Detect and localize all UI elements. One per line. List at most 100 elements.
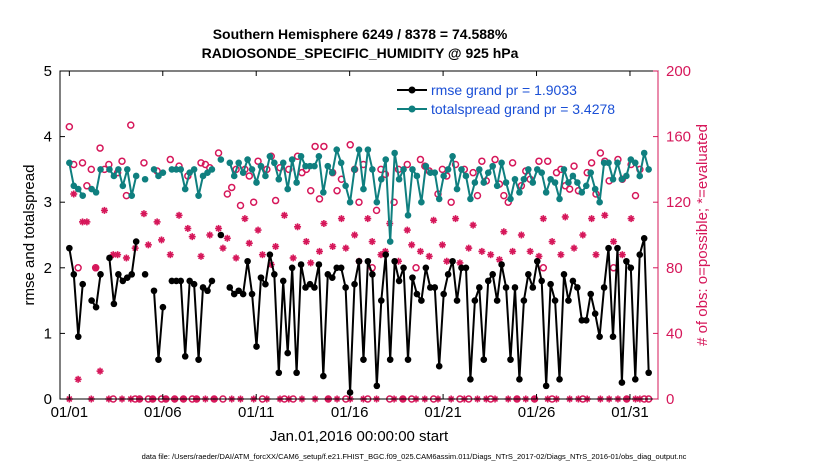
totalspread-point	[92, 189, 100, 196]
possible-obs-marker	[227, 183, 236, 192]
evaluated-obs-marker	[219, 244, 227, 252]
rmse-point	[418, 297, 425, 304]
legend-totalspread-marker	[408, 105, 416, 113]
evaluated-obs-marker	[478, 247, 486, 255]
possible-obs-marker	[473, 191, 482, 200]
possible-obs-marker	[311, 142, 319, 151]
rmse-point	[244, 257, 251, 265]
legend-rmse-marker	[408, 86, 416, 94]
totalspread-point	[230, 172, 238, 180]
rmse-point	[569, 277, 577, 285]
evaluated-obs-marker	[254, 226, 262, 234]
evaluated-obs-marker	[539, 215, 547, 223]
y-tick-label-right: 80	[666, 260, 683, 277]
rmse-point	[279, 277, 287, 285]
totalspread-point	[297, 152, 305, 160]
evaluated-obs-marker	[561, 213, 569, 221]
totalspread-point	[551, 179, 559, 186]
evaluated-obs-marker	[74, 375, 82, 383]
x-axis-label: Jan.01,2016 00:00:00 start	[270, 428, 449, 445]
rmse-point	[248, 290, 256, 298]
rmse-point	[297, 261, 305, 268]
rmse-point	[226, 284, 234, 291]
totalspread-point	[569, 172, 577, 180]
rmse-point	[400, 264, 407, 272]
totalspread-point	[110, 172, 118, 180]
evaluated-obs-marker	[302, 238, 310, 246]
evaluated-obs-marker	[307, 259, 315, 267]
totalspread-point	[351, 166, 358, 173]
y-tick-label-left: 4	[44, 129, 52, 146]
rmse-point	[97, 271, 104, 278]
totalspread-point	[471, 179, 479, 186]
evaluated-obs-marker	[416, 247, 424, 255]
rmse-point	[328, 274, 336, 281]
rmse-point	[498, 261, 505, 268]
rmse-point	[395, 277, 403, 285]
rmse-point	[355, 257, 363, 265]
x-tick-label: 01/16	[331, 404, 369, 421]
totalspread-point	[177, 166, 185, 173]
evaluated-obs-marker	[206, 231, 214, 239]
rmse-point	[369, 271, 376, 278]
totalspread-point	[333, 146, 341, 154]
evaluated-obs-marker	[140, 210, 148, 218]
rmse-point	[476, 284, 483, 291]
evaluated-obs-marker	[184, 224, 192, 232]
evaluated-obs-marker	[294, 223, 302, 231]
totalspread-point	[404, 212, 412, 219]
totalspread-point	[244, 156, 251, 163]
rmse-point	[609, 333, 617, 340]
totalspread-point	[217, 156, 225, 163]
rmse-point	[253, 343, 260, 350]
rmse-point	[288, 264, 296, 272]
totalspread-point	[364, 146, 372, 154]
totalspread-point	[489, 162, 496, 170]
rmse-point	[582, 316, 590, 324]
possible-obs-marker	[166, 155, 175, 164]
plot-frame	[59, 70, 659, 400]
totalspread-point	[346, 198, 354, 206]
rmse-point	[484, 277, 492, 285]
totalspread-point	[467, 195, 474, 203]
totalspread-point	[208, 166, 216, 173]
totalspread-point	[560, 166, 568, 173]
evaluated-obs-marker	[364, 215, 372, 223]
rmse-point	[373, 382, 381, 390]
rmse-point	[155, 356, 162, 363]
evaluated-obs-marker	[557, 251, 565, 259]
totalspread-point	[123, 166, 131, 173]
evaluated-obs-marker	[469, 221, 477, 229]
rmse-point	[444, 271, 452, 278]
totalspread-point	[440, 172, 447, 180]
possible-obs-marker	[271, 196, 280, 205]
y-tick-label-left: 1	[44, 325, 52, 342]
rmse-point	[440, 290, 447, 298]
rmse-point	[141, 271, 149, 278]
totalspread-point	[324, 162, 332, 170]
totalspread-point	[391, 149, 398, 157]
totalspread-point	[556, 195, 563, 203]
possible-obs-marker	[539, 264, 548, 272]
totalspread-point	[631, 159, 639, 167]
possible-obs-marker	[372, 206, 381, 215]
totalspread-point	[418, 198, 425, 206]
rmse-point	[565, 297, 572, 304]
evaluated-obs-marker	[175, 211, 183, 219]
plot-area	[65, 121, 653, 403]
rmse-point	[600, 284, 608, 291]
rmse-point	[533, 257, 541, 265]
x-tick-label: 01/21	[424, 404, 462, 421]
rmse-line	[68, 247, 84, 337]
totalspread-point	[288, 156, 296, 163]
possible-obs-marker	[469, 168, 477, 177]
totalspread-point	[328, 169, 336, 176]
possible-obs-marker	[254, 157, 262, 165]
rmse-point	[150, 287, 158, 295]
totalspread-point	[128, 192, 136, 199]
rmse-point	[88, 297, 95, 304]
evaluated-obs-marker	[500, 228, 508, 236]
possible-obs-marker	[346, 141, 354, 149]
totalspread-point	[79, 192, 87, 199]
rmse-point	[435, 362, 443, 370]
